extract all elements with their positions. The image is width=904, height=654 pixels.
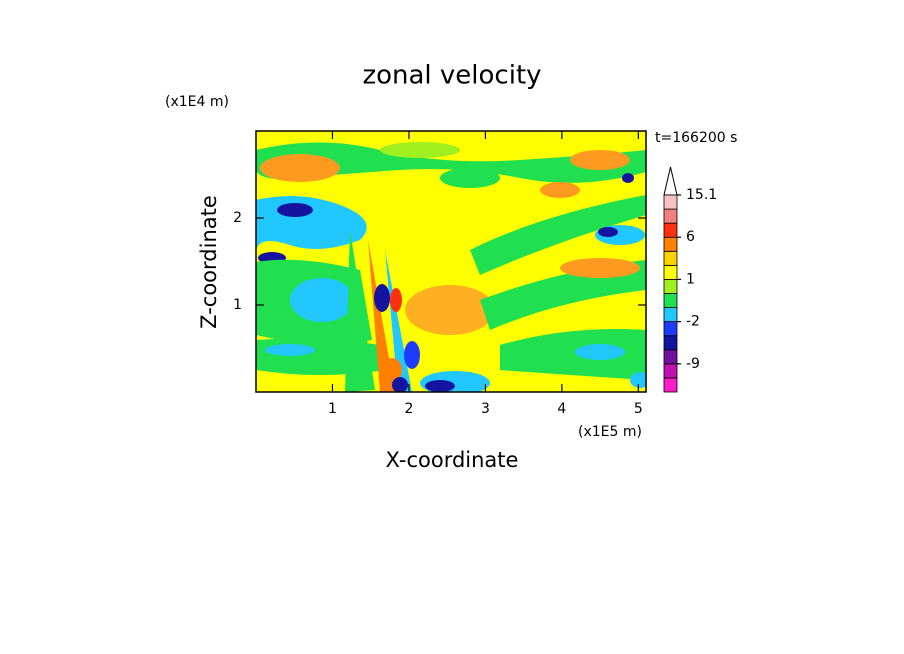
colorbar-segment xyxy=(663,363,678,379)
x-tick-label: 5 xyxy=(634,401,643,417)
colorbar-segment xyxy=(663,222,678,238)
y-axis-label: Z-coordinate xyxy=(197,195,221,329)
colorbar-segment xyxy=(663,236,678,252)
colorbar-segment xyxy=(663,377,678,393)
time-label: t=166200 s xyxy=(655,130,737,146)
colorbar-tick-label: 6 xyxy=(686,229,695,245)
colorbar-segment xyxy=(663,307,678,323)
colorbar-tick-label: -9 xyxy=(686,356,700,372)
x-tick-label: 1 xyxy=(328,401,337,417)
x-tick-label: 4 xyxy=(557,401,566,417)
colorbar-segment xyxy=(663,293,678,308)
colorbar-segment xyxy=(663,264,678,280)
colorbar-segment xyxy=(663,321,678,337)
chart-title: zonal velocity xyxy=(362,61,541,91)
colorbar-segment xyxy=(663,208,678,224)
colorbar-segment xyxy=(663,349,678,365)
colorbar-segment xyxy=(663,250,678,266)
colorbar-segment xyxy=(663,279,678,294)
colorbar-tick-label: 1 xyxy=(686,271,695,287)
colorbar-tick-label: 15.1 xyxy=(686,187,717,203)
plot-frame xyxy=(255,130,647,393)
colorbar-segment xyxy=(663,194,678,210)
colorbar-segment xyxy=(663,335,678,351)
y-tick-label: 1 xyxy=(233,297,242,313)
x-axis-label: X-coordinate xyxy=(386,448,519,472)
contour-field xyxy=(256,131,646,392)
x-tick-label: 2 xyxy=(404,401,413,417)
colorbar-tick-label: -2 xyxy=(686,314,700,330)
y-unit: (x1E4 m) xyxy=(165,94,229,110)
x-unit: (x1E5 m) xyxy=(578,424,642,440)
y-tick-label: 2 xyxy=(233,210,242,226)
colorbar-extension xyxy=(663,166,678,196)
x-tick-label: 3 xyxy=(481,401,490,417)
